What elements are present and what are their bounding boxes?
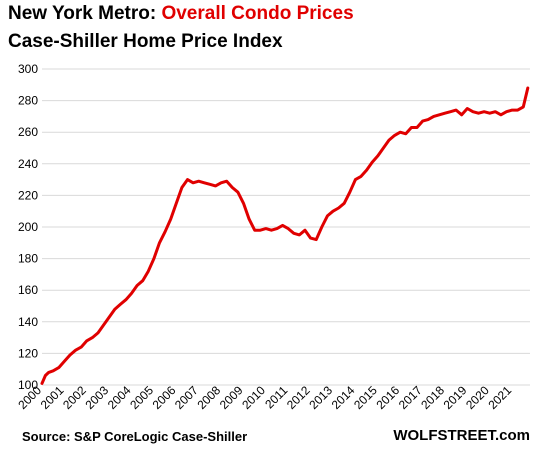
chart-subtitle: Case-Shiller Home Price Index [8, 31, 283, 52]
x-tick-label: 2006 [150, 383, 179, 412]
x-tick-label: 2011 [262, 383, 290, 411]
x-tick-label: 2004 [105, 383, 134, 412]
x-tick-label: 2005 [127, 383, 156, 412]
y-tick-label: 300 [18, 62, 38, 76]
y-tick-label: 180 [18, 252, 38, 266]
x-tick-label: 2021 [485, 383, 514, 412]
y-tick-label: 200 [18, 220, 38, 234]
x-tick-label: 2009 [217, 383, 246, 412]
x-tick-label: 2013 [306, 383, 335, 412]
x-axis: 2000200120022003200420052006200720082009… [15, 383, 514, 412]
chart-title-highlight: Overall Condo Prices [161, 3, 354, 24]
x-tick-label: 2008 [194, 383, 223, 412]
y-tick-label: 260 [18, 125, 38, 139]
x-tick-label: 2018 [418, 383, 447, 412]
chart-title-prefix: New York Metro: [8, 3, 162, 24]
x-tick-label: 2007 [172, 383, 201, 412]
gridlines [42, 68, 530, 386]
y-tick-label: 160 [18, 283, 38, 297]
x-tick-label: 2012 [284, 383, 313, 412]
y-tick-label: 280 [18, 94, 38, 108]
x-tick-label: 2015 [351, 383, 380, 412]
y-tick-label: 140 [18, 315, 38, 329]
y-tick-label: 120 [18, 346, 38, 360]
x-tick-label: 2019 [441, 383, 470, 412]
y-tick-label: 100 [18, 378, 38, 392]
chart-title: New York Metro: Overall Condo Prices [8, 2, 354, 26]
y-axis: 100 120 140 160 180 200 220 240 260 280 300 [18, 62, 38, 392]
x-tick-label: 2003 [82, 383, 111, 412]
x-tick-label: 2001 [38, 383, 67, 412]
brand-logo: WOLFSTREET.com [393, 427, 530, 444]
x-tick-label: 2002 [60, 383, 89, 412]
y-tick-label: 240 [18, 157, 38, 171]
source-note: Source: S&P CoreLogic Case-Shiller [22, 429, 248, 444]
y-tick-label: 220 [18, 188, 38, 202]
series-line [40, 86, 530, 385]
x-tick-label: 2010 [239, 383, 268, 412]
x-tick-label: 2014 [329, 383, 358, 412]
x-tick-label: 2017 [396, 383, 425, 412]
series-layer [40, 86, 530, 385]
x-tick-label: 2020 [463, 383, 492, 412]
x-tick-label: 2016 [374, 383, 403, 412]
